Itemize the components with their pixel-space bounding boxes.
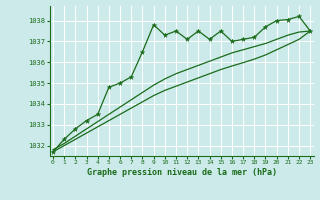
X-axis label: Graphe pression niveau de la mer (hPa): Graphe pression niveau de la mer (hPa) <box>87 168 276 177</box>
